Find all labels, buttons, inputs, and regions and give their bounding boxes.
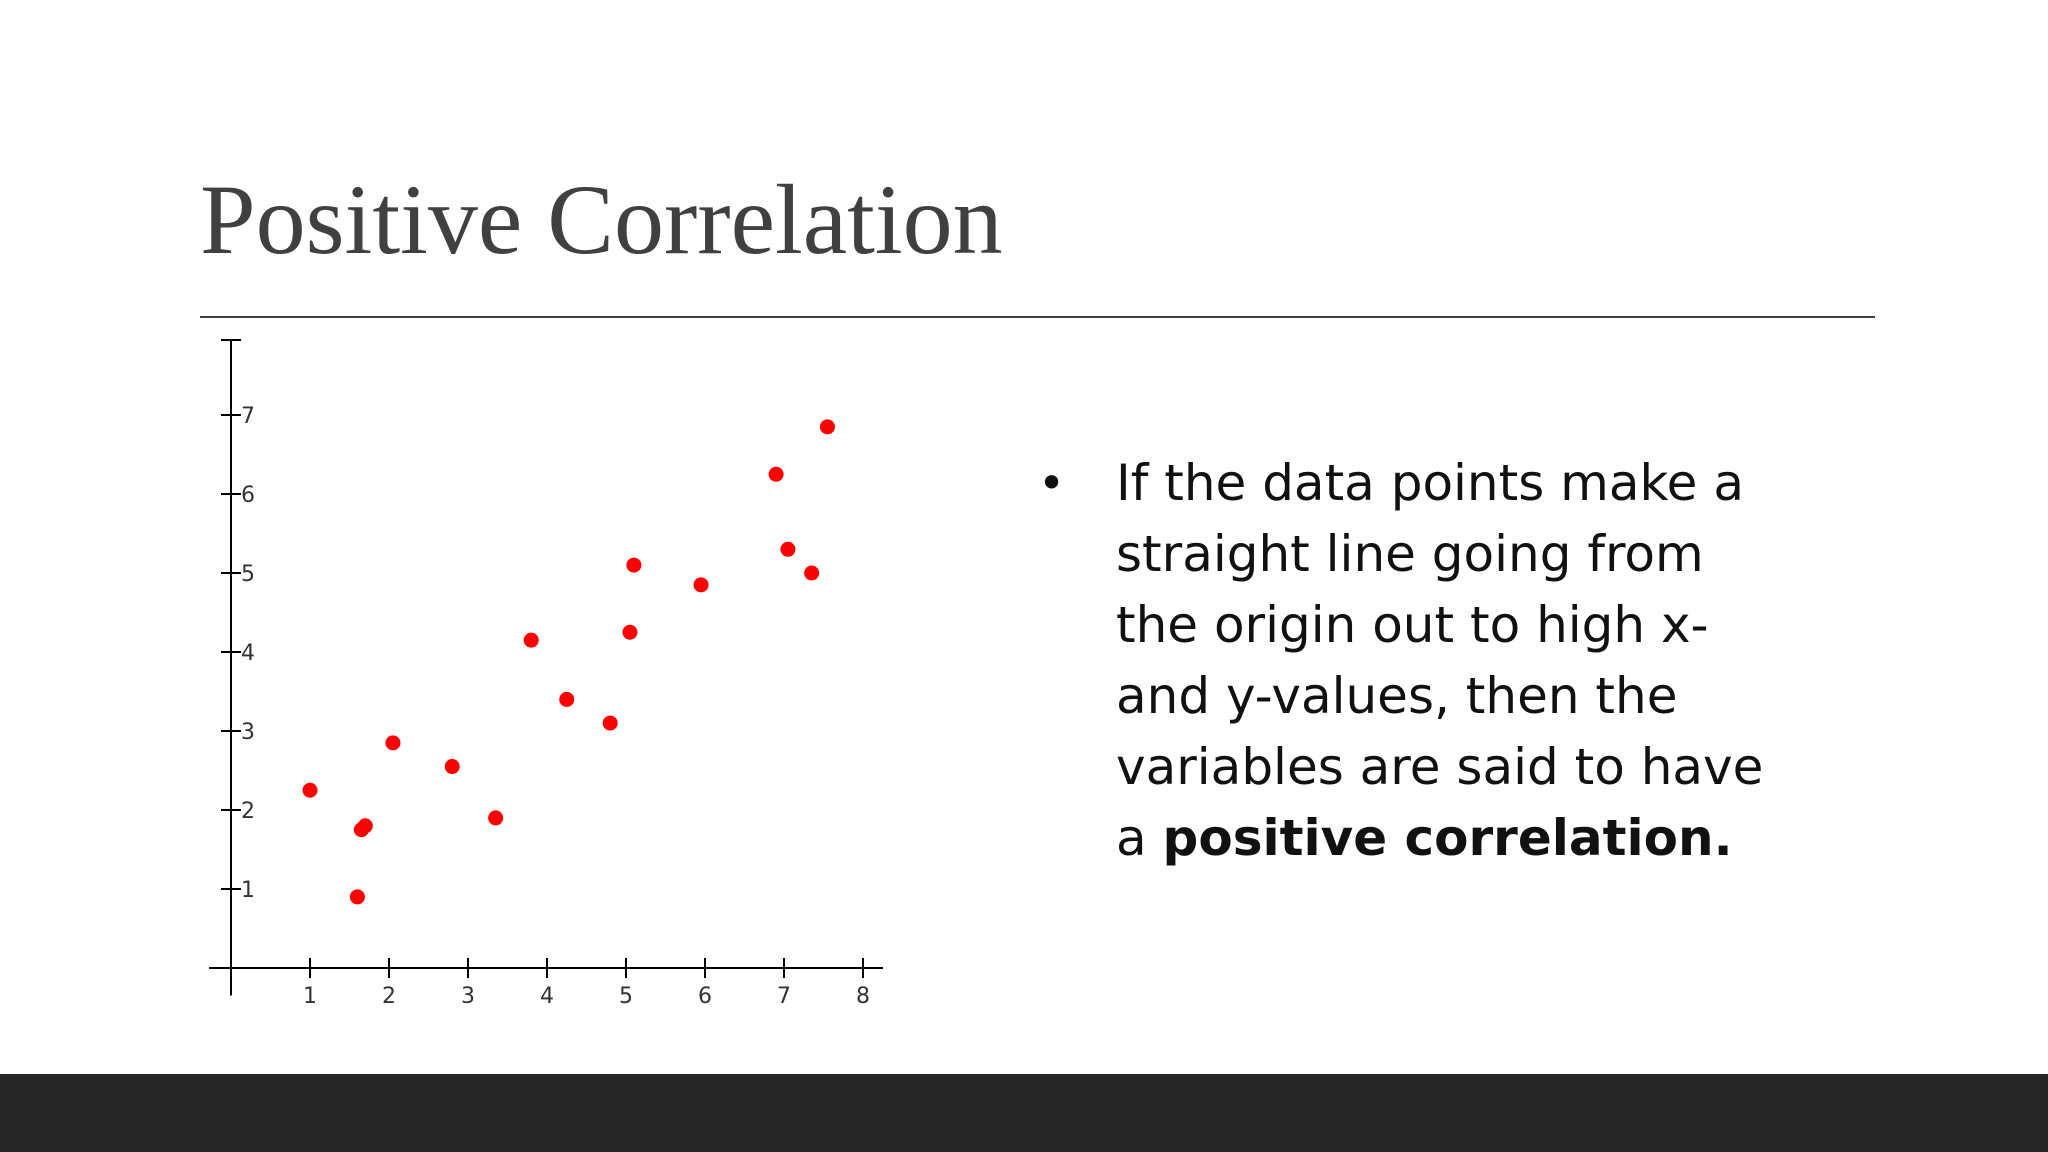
y-tick-label: 4 <box>241 641 255 666</box>
chart-axes <box>209 339 883 996</box>
y-tick-label: 1 <box>241 878 255 903</box>
data-point <box>819 419 835 435</box>
x-tick-label: 1 <box>303 984 317 1009</box>
bullet-symbol: • <box>1038 456 1066 510</box>
scatter-chart-svg: 1 2 3 4 5 6 7 8 1 2 3 4 5 6 7 <box>209 339 883 1009</box>
data-point <box>693 577 709 593</box>
data-point <box>302 782 318 798</box>
data-point <box>523 632 539 648</box>
bullet-item: • If the data points make a straight lin… <box>1030 448 1790 874</box>
data-point <box>559 691 575 707</box>
data-point <box>349 889 365 905</box>
data-point <box>780 541 796 557</box>
data-point <box>385 735 401 751</box>
x-tick-label: 8 <box>856 984 870 1009</box>
x-tick-label: 4 <box>540 984 554 1009</box>
y-tick-label: 2 <box>241 799 255 824</box>
data-point <box>622 624 638 640</box>
x-tick-label: 2 <box>382 984 396 1009</box>
data-point <box>602 715 618 731</box>
y-tick-label: 5 <box>241 562 255 587</box>
slide-title: Positive Correlation <box>200 164 1003 275</box>
data-point <box>626 557 642 573</box>
x-tick-label: 5 <box>619 984 633 1009</box>
data-point <box>804 565 820 581</box>
x-tick-label: 7 <box>777 984 791 1009</box>
scatter-chart: 1 2 3 4 5 6 7 8 1 2 3 4 5 6 7 <box>200 330 900 1020</box>
y-tick-label: 7 <box>241 404 255 429</box>
data-point <box>768 466 784 482</box>
y-tick-label: 3 <box>241 720 255 745</box>
data-point <box>444 759 460 775</box>
footer-bar <box>0 1074 2048 1152</box>
bullet-text: If the data points make a straight line … <box>1116 454 1764 867</box>
y-tick-label: 6 <box>241 483 255 508</box>
x-tick-label: 6 <box>698 984 712 1009</box>
data-point <box>357 818 373 834</box>
x-tick-label: 3 <box>461 984 475 1009</box>
data-point <box>488 810 504 826</box>
bullet-text-bold: positive correlation. <box>1162 809 1733 867</box>
title-divider <box>200 316 1875 318</box>
bullet-list: • If the data points make a straight lin… <box>1030 448 1790 874</box>
chart-ticks: 1 2 3 4 5 6 7 8 1 2 3 4 5 6 7 <box>221 404 870 1009</box>
chart-points <box>302 419 835 905</box>
